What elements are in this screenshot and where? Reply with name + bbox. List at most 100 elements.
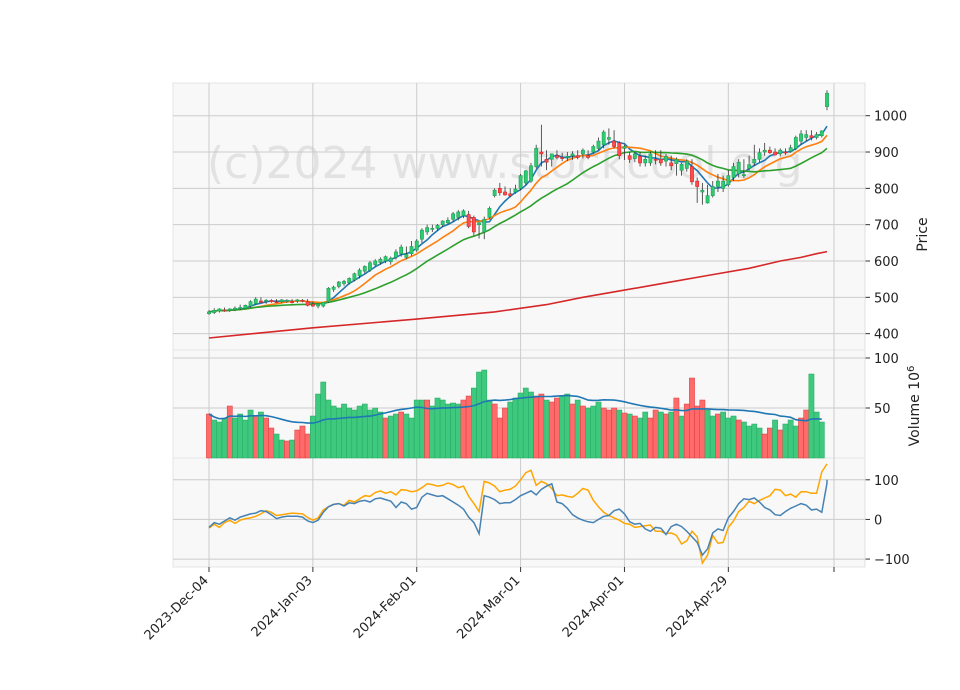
- candle-body: [674, 158, 679, 164]
- volume-bar: [377, 411, 384, 459]
- volume-bar: [242, 419, 249, 459]
- candle-body: [690, 166, 694, 183]
- candle-body: [648, 153, 653, 164]
- volume-bar: [528, 391, 534, 459]
- candle-body: [300, 299, 305, 302]
- price-axis-title: Price: [915, 217, 931, 251]
- x-tick-label: 2024-Apr-29: [664, 573, 731, 640]
- indicator-line-2: [208, 479, 828, 557]
- volume-bar: [465, 395, 472, 459]
- volume-bar: [611, 407, 617, 459]
- volume-bar: [782, 423, 789, 459]
- volume-bar: [657, 411, 664, 459]
- candle-body: [752, 158, 757, 164]
- indicator-line-1: [208, 463, 828, 565]
- candle-body: [336, 281, 341, 287]
- volume-bar: [694, 405, 701, 459]
- volume-bar: [346, 407, 353, 459]
- candle-body: [705, 195, 710, 204]
- candle-body: [570, 153, 575, 156]
- candle-body: [596, 140, 601, 149]
- candle-body: [217, 308, 222, 312]
- candle-body: [409, 246, 414, 255]
- candle-body: [591, 146, 596, 153]
- volume-bar: [221, 417, 228, 459]
- volume-bar: [616, 409, 623, 459]
- volume-bar: [512, 397, 519, 459]
- candle-body: [503, 191, 507, 196]
- moving-average-10-line: [208, 134, 828, 313]
- candle-body: [721, 180, 726, 189]
- volume-bar: [585, 407, 591, 459]
- candle-body: [669, 162, 674, 167]
- candle-body: [726, 175, 731, 186]
- candle-body: [601, 131, 606, 146]
- volume-bar: [445, 403, 451, 459]
- candle-body: [804, 134, 809, 138]
- price-tick-label: 500: [874, 291, 899, 306]
- candle-body: [331, 286, 336, 290]
- volume-bar: [502, 407, 508, 459]
- x-tick-label: 2024-Jan-03: [249, 573, 316, 640]
- volume-bar: [673, 397, 680, 459]
- candle-body: [477, 222, 481, 225]
- volume-bar: [367, 409, 373, 459]
- volume-bar: [756, 427, 763, 459]
- volume-bar: [413, 399, 420, 459]
- volume-moving-average-line: [208, 394, 822, 424]
- volume-bar: [460, 399, 467, 459]
- volume-bar: [232, 417, 238, 459]
- volume-bar: [715, 413, 721, 459]
- candle-body: [295, 299, 300, 302]
- candle-body: [274, 301, 279, 303]
- candle-body: [279, 299, 284, 302]
- x-tick-label: 2024-Apr-01: [560, 573, 627, 640]
- volume-bar: [569, 403, 576, 459]
- candle-body: [310, 303, 315, 307]
- volume-bar: [772, 419, 778, 459]
- volume-bar: [434, 397, 441, 459]
- candle-body: [638, 156, 642, 164]
- candle-body: [679, 164, 684, 171]
- candle-body: [508, 193, 513, 196]
- volume-bar: [606, 409, 612, 459]
- indicator-panel-background: [172, 457, 866, 568]
- volume-bar: [803, 409, 810, 459]
- candle-body: [383, 256, 388, 262]
- x-tick-label: 2023-Dec-04: [142, 573, 212, 643]
- volume-bar: [668, 411, 675, 459]
- volume-bar: [538, 393, 545, 459]
- volume-bar: [263, 417, 269, 459]
- volume-bar: [735, 419, 742, 459]
- volume-bar: [777, 429, 784, 459]
- candle-body: [259, 300, 263, 303]
- price-tick-label: 600: [874, 255, 899, 270]
- candle-body: [814, 134, 819, 138]
- candle-body: [658, 158, 663, 164]
- volume-bar: [268, 427, 275, 459]
- volume-bar: [315, 393, 321, 459]
- candle-body: [643, 158, 648, 164]
- volume-bar: [730, 415, 737, 459]
- candle-body: [394, 251, 398, 258]
- volume-bar: [580, 405, 586, 459]
- candle-body: [716, 180, 720, 187]
- volume-bar: [746, 425, 752, 459]
- candle-body: [757, 152, 762, 160]
- volume-bar: [787, 419, 794, 459]
- volume-bar: [798, 417, 804, 459]
- candle-body: [664, 156, 668, 162]
- volume-bar: [491, 403, 498, 459]
- candle-body: [388, 257, 393, 263]
- volume-bar: [278, 439, 285, 459]
- moving-average-200-line: [208, 250, 828, 339]
- volume-bar: [548, 401, 555, 459]
- volume-axis-title: Volume 106: [906, 366, 924, 447]
- candle-body: [264, 299, 269, 302]
- candle-body: [212, 310, 217, 313]
- indicator-tick-label: −100: [874, 553, 910, 568]
- volume-bar: [393, 413, 399, 459]
- candle-body: [357, 269, 362, 276]
- volume-bar: [341, 403, 347, 459]
